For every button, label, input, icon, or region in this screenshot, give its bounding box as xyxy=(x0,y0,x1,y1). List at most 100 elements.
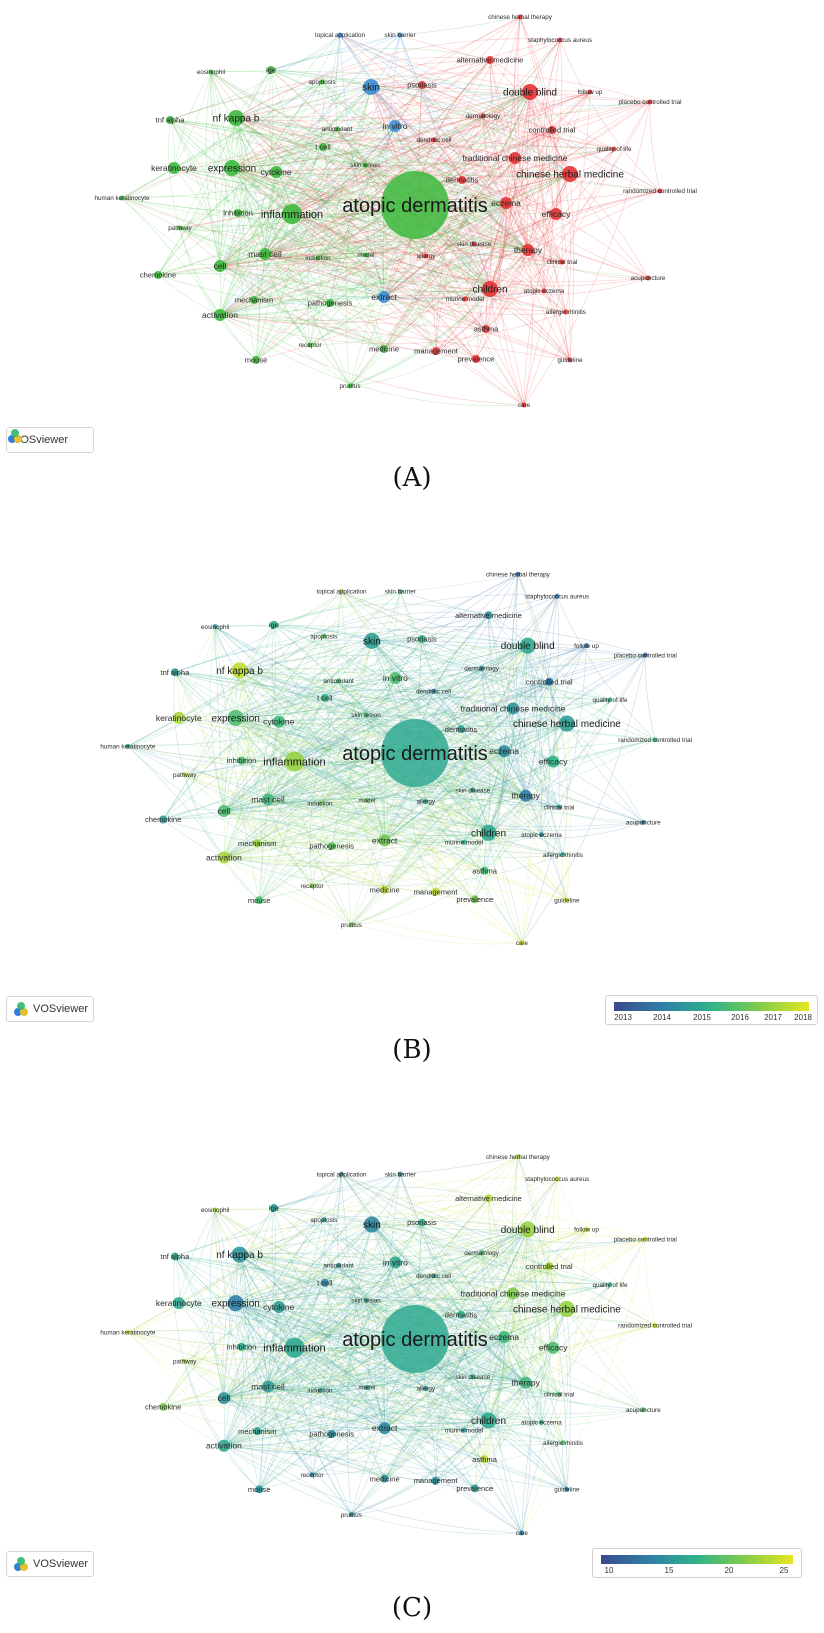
keyword-node[interactable] xyxy=(363,1216,380,1233)
keyword-node[interactable] xyxy=(378,1422,391,1435)
keyword-node[interactable] xyxy=(423,798,429,804)
keyword-node[interactable] xyxy=(320,693,329,702)
keyword-node[interactable] xyxy=(231,662,248,679)
keyword-node[interactable] xyxy=(470,1374,476,1380)
keyword-node[interactable] xyxy=(554,593,560,599)
keyword-node[interactable] xyxy=(423,1385,429,1391)
keyword-node[interactable] xyxy=(584,1226,589,1232)
keyword-node[interactable] xyxy=(462,296,468,302)
keyword-node[interactable] xyxy=(253,839,262,848)
keyword-node[interactable] xyxy=(259,248,271,260)
keyword-node[interactable] xyxy=(262,793,274,806)
keyword-node[interactable] xyxy=(237,1342,246,1351)
keyword-node[interactable] xyxy=(498,1331,511,1344)
keyword-node[interactable] xyxy=(431,688,437,694)
keyword-node[interactable] xyxy=(417,1218,426,1227)
keyword-node[interactable] xyxy=(458,176,466,184)
keyword-node[interactable] xyxy=(538,832,544,838)
keyword-node[interactable] xyxy=(550,208,562,220)
keyword-node[interactable] xyxy=(480,113,486,119)
keyword-node[interactable] xyxy=(363,79,379,95)
keyword-node[interactable] xyxy=(348,1512,354,1518)
keyword-node[interactable] xyxy=(482,281,498,297)
keyword-node[interactable] xyxy=(472,355,480,363)
keyword-node[interactable] xyxy=(389,671,402,684)
keyword-node[interactable] xyxy=(217,851,230,864)
keyword-node[interactable] xyxy=(270,166,282,178)
keyword-node[interactable] xyxy=(284,751,305,772)
keyword-node[interactable] xyxy=(182,772,188,778)
keyword-node[interactable] xyxy=(339,1171,344,1177)
keyword-node[interactable] xyxy=(418,81,426,89)
keyword-node[interactable] xyxy=(362,162,368,168)
keyword-node[interactable] xyxy=(652,1322,658,1328)
keyword-node[interactable] xyxy=(217,1392,230,1405)
keyword-node[interactable] xyxy=(327,842,336,851)
keyword-node[interactable] xyxy=(519,637,536,654)
keyword-node[interactable] xyxy=(545,1262,554,1271)
keyword-node[interactable] xyxy=(337,32,343,38)
keyword-node[interactable] xyxy=(567,357,573,363)
keyword-node[interactable] xyxy=(457,725,466,734)
keyword-node[interactable] xyxy=(548,126,556,134)
keyword-node[interactable] xyxy=(159,1402,168,1411)
keyword-node[interactable] xyxy=(431,1273,437,1279)
keyword-node[interactable] xyxy=(334,126,340,132)
keyword-node[interactable] xyxy=(381,719,449,787)
keyword-node[interactable] xyxy=(348,922,354,928)
keyword-node[interactable] xyxy=(431,887,440,896)
keyword-node[interactable] xyxy=(584,643,589,649)
keyword-node[interactable] xyxy=(272,715,285,728)
keyword-node[interactable] xyxy=(479,665,485,671)
keyword-node[interactable] xyxy=(363,1297,369,1303)
keyword-node[interactable] xyxy=(556,804,562,810)
keyword-node[interactable] xyxy=(432,347,440,355)
keyword-node[interactable] xyxy=(461,839,467,845)
keyword-node[interactable] xyxy=(558,715,575,732)
keyword-node[interactable] xyxy=(364,798,370,803)
keyword-node[interactable] xyxy=(645,275,651,281)
keyword-node[interactable] xyxy=(461,1427,467,1433)
keyword-node[interactable] xyxy=(484,611,493,620)
keyword-node[interactable] xyxy=(224,160,240,176)
keyword-node[interactable] xyxy=(309,883,315,889)
keyword-node[interactable] xyxy=(457,1310,466,1319)
keyword-node[interactable] xyxy=(284,1337,305,1358)
keyword-node[interactable] xyxy=(515,1154,521,1160)
keyword-node[interactable] xyxy=(327,1430,336,1439)
keyword-node[interactable] xyxy=(214,309,226,321)
keyword-node[interactable] xyxy=(642,1236,648,1242)
keyword-node[interactable] xyxy=(423,253,429,259)
keyword-node[interactable] xyxy=(250,296,258,304)
keyword-node[interactable] xyxy=(317,800,323,806)
keyword-node[interactable] xyxy=(363,632,380,649)
keyword-node[interactable] xyxy=(500,197,512,209)
keyword-node[interactable] xyxy=(471,241,477,247)
keyword-node[interactable] xyxy=(380,885,389,894)
keyword-node[interactable] xyxy=(389,120,401,132)
keyword-node[interactable] xyxy=(647,99,653,105)
keyword-node[interactable] xyxy=(269,620,278,629)
keyword-node[interactable] xyxy=(397,1171,403,1177)
keyword-node[interactable] xyxy=(159,815,168,824)
keyword-node[interactable] xyxy=(652,737,658,743)
keyword-node[interactable] xyxy=(607,697,613,703)
keyword-node[interactable] xyxy=(640,819,646,825)
keyword-node[interactable] xyxy=(363,712,369,718)
keyword-node[interactable] xyxy=(319,79,325,85)
keyword-node[interactable] xyxy=(168,162,180,174)
keyword-node[interactable] xyxy=(381,1305,449,1373)
keyword-node[interactable] xyxy=(562,166,578,182)
keyword-node[interactable] xyxy=(498,745,511,758)
keyword-node[interactable] xyxy=(431,1476,440,1485)
keyword-node[interactable] xyxy=(272,1300,285,1313)
keyword-node[interactable] xyxy=(217,804,230,817)
keyword-node[interactable] xyxy=(507,1287,519,1300)
keyword-node[interactable] xyxy=(336,1262,342,1268)
keyword-node[interactable] xyxy=(326,299,334,307)
keyword-node[interactable] xyxy=(182,1358,188,1364)
keyword-node[interactable] xyxy=(479,1250,485,1256)
keyword-node[interactable] xyxy=(227,709,244,726)
keyword-node[interactable] xyxy=(252,356,260,364)
keyword-node[interactable] xyxy=(214,260,226,272)
